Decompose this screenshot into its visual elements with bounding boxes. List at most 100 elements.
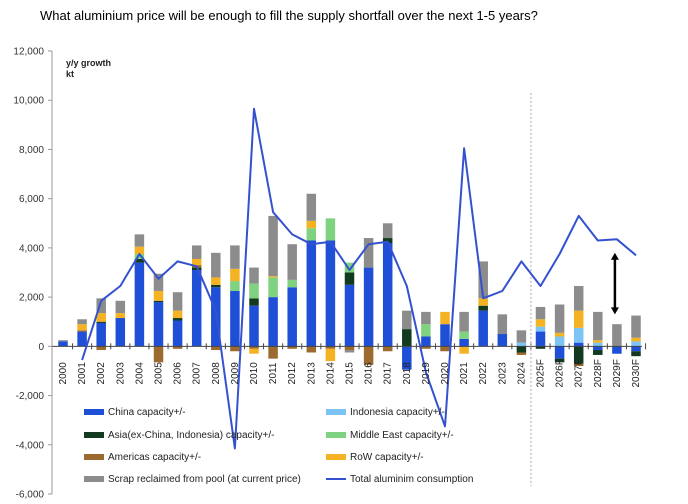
bar-segment bbox=[344, 346, 355, 351]
bar-segment bbox=[172, 318, 183, 321]
bar-segment bbox=[363, 238, 374, 268]
bar-segment bbox=[134, 246, 145, 255]
bar-segment bbox=[230, 290, 240, 347]
legend-swatch bbox=[84, 476, 104, 482]
bar-segment bbox=[554, 336, 565, 347]
category-label: 2022 bbox=[478, 362, 489, 385]
legend-swatch bbox=[326, 454, 346, 460]
bar-segment bbox=[344, 272, 355, 285]
y-axis-label: y/y growth bbox=[66, 58, 111, 68]
category-label: 2023 bbox=[497, 362, 508, 385]
bar-segment bbox=[134, 234, 145, 247]
chart-title: What aluminium price will be enough to f… bbox=[40, 8, 538, 23]
bar-segment bbox=[191, 245, 202, 259]
legend-swatch bbox=[84, 432, 104, 438]
bar-segment bbox=[172, 310, 183, 319]
bar-segment bbox=[287, 287, 297, 347]
category-label: 2024 bbox=[516, 362, 527, 385]
bar-segment bbox=[249, 348, 259, 354]
bar-segment bbox=[421, 324, 431, 337]
bar-segment bbox=[153, 346, 164, 363]
bar-segment bbox=[421, 336, 431, 347]
bar-segment bbox=[478, 310, 488, 347]
legend-label: Asia(ex-China, Indonesia) capacity+/- bbox=[108, 430, 274, 441]
bar-segment bbox=[573, 286, 584, 311]
bar-segment bbox=[593, 311, 603, 341]
legend-swatch bbox=[84, 409, 104, 415]
y-tick-label: -6,000 bbox=[16, 490, 45, 501]
bar-segment bbox=[421, 346, 431, 349]
category-label: 2019 bbox=[421, 362, 432, 385]
bar-segment bbox=[402, 310, 412, 330]
bar-segment bbox=[230, 245, 240, 269]
bar-segment bbox=[211, 346, 221, 351]
bar-segment bbox=[77, 324, 87, 331]
bar-segment bbox=[325, 240, 336, 347]
bar-segment bbox=[440, 346, 450, 352]
y-axis bbox=[48, 50, 53, 495]
bar-segment bbox=[402, 346, 412, 370]
category-label: 2003 bbox=[115, 362, 126, 385]
legend-label: Indonesia capacity+/- bbox=[350, 407, 445, 418]
y-tick-label: -4,000 bbox=[16, 440, 45, 451]
bar-segment bbox=[631, 337, 641, 342]
y-tick-label: -2,000 bbox=[16, 391, 45, 402]
legend-swatch bbox=[326, 432, 346, 438]
bar-segment bbox=[478, 261, 488, 299]
bar-segment bbox=[593, 342, 603, 347]
bar-segment bbox=[535, 319, 546, 327]
category-label: 2015 bbox=[345, 362, 356, 385]
bar-segment bbox=[249, 305, 259, 347]
legend-label: RoW capacity+/- bbox=[350, 452, 424, 463]
bar-segment bbox=[96, 298, 106, 314]
bar-segment bbox=[96, 321, 106, 323]
bar-segment bbox=[535, 331, 546, 347]
category-label: 2005 bbox=[154, 362, 165, 385]
bar-segment bbox=[172, 292, 183, 311]
category-label: 2018 bbox=[402, 362, 413, 385]
bar-segment bbox=[554, 304, 565, 333]
category-label: 2030F bbox=[631, 359, 642, 387]
bar-segment bbox=[172, 320, 183, 347]
category-label: 2020 bbox=[440, 362, 451, 385]
bar-segment bbox=[382, 223, 393, 239]
bar-segment bbox=[230, 281, 240, 291]
bars bbox=[58, 193, 641, 370]
bar-segment bbox=[344, 262, 355, 273]
bar-segment bbox=[325, 348, 336, 362]
bar-segment bbox=[306, 346, 317, 353]
bar-segment bbox=[268, 297, 278, 347]
bar-segment bbox=[344, 284, 355, 347]
bar-segment bbox=[249, 346, 259, 349]
bar-segment bbox=[554, 332, 565, 337]
bar-segment bbox=[421, 311, 431, 325]
bar-segment bbox=[268, 276, 278, 278]
legend-label: Middle East capacity+/- bbox=[350, 430, 454, 441]
bar-segment bbox=[459, 311, 469, 332]
bar-segment bbox=[287, 279, 297, 288]
bar-segment bbox=[211, 252, 221, 278]
bar-segment bbox=[478, 298, 488, 306]
bar-segment bbox=[96, 346, 106, 351]
bar-segment bbox=[459, 346, 469, 354]
bar-segment bbox=[287, 346, 297, 349]
bar-segment bbox=[363, 267, 374, 347]
legend-swatch bbox=[84, 454, 104, 460]
bar-segment bbox=[249, 267, 259, 284]
bar-segment bbox=[230, 268, 240, 282]
bar-segment bbox=[459, 338, 469, 347]
category-label: 2001 bbox=[77, 362, 88, 385]
category-label: 2017 bbox=[383, 362, 394, 385]
bar-segment bbox=[191, 270, 202, 347]
bar-segment bbox=[96, 313, 106, 322]
bar-segment bbox=[573, 327, 584, 343]
bar-segment bbox=[153, 273, 164, 291]
bar-segment bbox=[382, 242, 393, 347]
bar-segment bbox=[172, 346, 183, 349]
bar-segment bbox=[134, 254, 145, 259]
y-tick-label: 12,000 bbox=[13, 47, 44, 58]
bar-segment bbox=[134, 258, 145, 263]
bar-segment bbox=[631, 351, 641, 357]
bar-segment bbox=[153, 300, 164, 303]
y-tick-label: 0 bbox=[38, 342, 44, 353]
